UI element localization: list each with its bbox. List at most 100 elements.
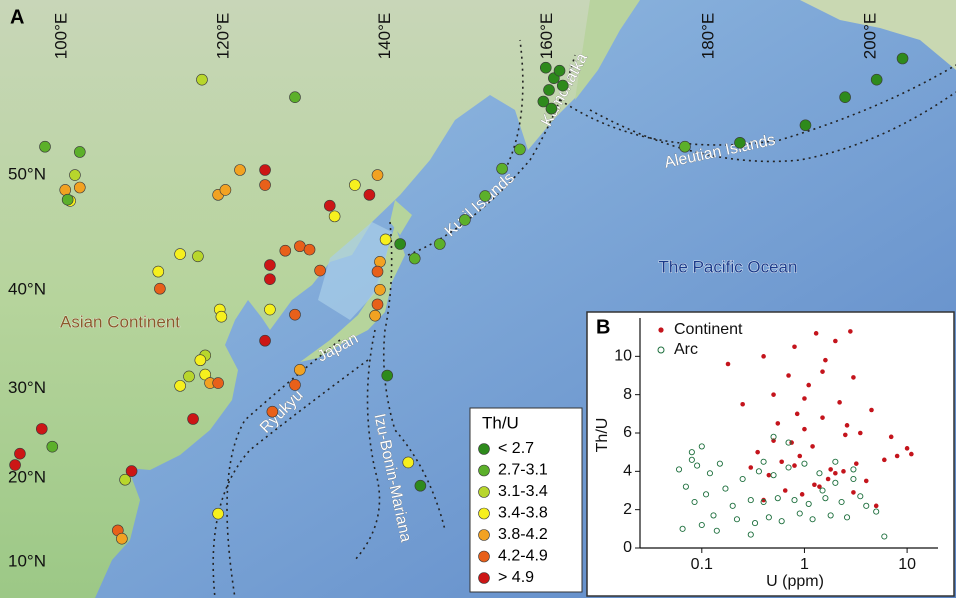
site [394, 238, 406, 250]
site [73, 181, 86, 194]
legend-label: > 4.9 [498, 569, 534, 586]
data-point [785, 439, 792, 446]
data-point [837, 400, 842, 405]
site [323, 199, 336, 212]
site [264, 259, 276, 271]
lon-label: 140°E [375, 13, 394, 60]
legend-label: 3.4-3.8 [498, 505, 548, 522]
legend-marker [658, 327, 664, 333]
site [371, 169, 384, 181]
site [196, 73, 208, 86]
y-tick-label: 0 [623, 539, 632, 556]
site [374, 283, 386, 296]
data-point [873, 508, 880, 515]
site [328, 210, 341, 223]
kamchatka-land [575, 0, 640, 100]
alaska-land [800, 0, 956, 70]
y-tick-label: 4 [623, 463, 632, 480]
data-point [725, 361, 731, 367]
data-point [779, 459, 784, 465]
site [264, 273, 276, 285]
site [496, 162, 508, 175]
data-point [894, 453, 900, 459]
data-point [785, 464, 792, 471]
sites [9, 52, 909, 545]
lat-label: 40°N [8, 279, 46, 298]
x-tick-label: 1 [800, 556, 809, 573]
data-point [869, 407, 874, 413]
y-tick-label: 2 [623, 501, 632, 518]
data-point [833, 470, 838, 476]
site [69, 169, 81, 181]
site [46, 440, 59, 453]
data-point [702, 491, 710, 498]
site [219, 184, 232, 196]
kuril-arc-line [504, 39, 524, 171]
lon-label: 180°E [699, 13, 718, 60]
data-point [761, 354, 766, 359]
lat-label: 10°N [8, 551, 46, 570]
site [215, 310, 228, 323]
site [264, 303, 276, 316]
site [408, 252, 421, 265]
data-point [770, 433, 777, 440]
data-point [760, 458, 767, 465]
site [679, 140, 691, 153]
data-point [778, 518, 785, 525]
site [514, 143, 526, 156]
data-point [755, 449, 760, 455]
data-point [873, 503, 879, 509]
site [39, 140, 51, 153]
data-point [751, 520, 759, 527]
legend-label: 3.8-4.2 [498, 526, 548, 543]
place-label: The Pacific Ocean [659, 257, 798, 276]
x-tick-label: 0.1 [691, 556, 713, 573]
y-tick-label: 6 [623, 424, 632, 441]
data-point [716, 460, 723, 467]
data-point [698, 443, 705, 450]
site [349, 179, 361, 191]
data-point [833, 338, 838, 344]
place-label: Asian Continent [60, 312, 180, 331]
data-point [802, 396, 807, 401]
site [14, 447, 26, 460]
site [371, 265, 384, 278]
site [545, 102, 558, 115]
site [116, 532, 128, 545]
data-point [848, 329, 853, 334]
data-point [679, 525, 686, 532]
data-point [857, 493, 864, 500]
data-point [739, 475, 746, 483]
site [479, 190, 491, 202]
data-point [843, 514, 851, 521]
data-point [819, 487, 826, 494]
data-point [816, 470, 823, 477]
site [543, 84, 555, 96]
data-point [838, 498, 845, 506]
data-point [796, 510, 803, 517]
data-point [766, 472, 772, 478]
site [266, 405, 279, 418]
site [259, 179, 271, 191]
legend-label: 4.2-4.9 [498, 548, 548, 565]
data-point [812, 482, 817, 488]
site [303, 243, 316, 256]
data-point [792, 344, 797, 350]
data-point [770, 472, 777, 479]
data-point [857, 430, 863, 436]
lon-label: 100°E [51, 13, 70, 60]
site [194, 354, 207, 367]
site [174, 380, 186, 392]
hokkaido-land [390, 200, 412, 235]
site [294, 364, 306, 376]
y-axis-label: Th/U [594, 418, 611, 453]
data-point [810, 444, 815, 449]
legend-swatch [478, 464, 490, 477]
site [61, 193, 74, 206]
legend-swatch [478, 507, 490, 520]
legend-label: 2.7-3.1 [498, 462, 548, 479]
site [183, 370, 195, 383]
data-point [828, 467, 833, 472]
data-point [801, 460, 808, 467]
